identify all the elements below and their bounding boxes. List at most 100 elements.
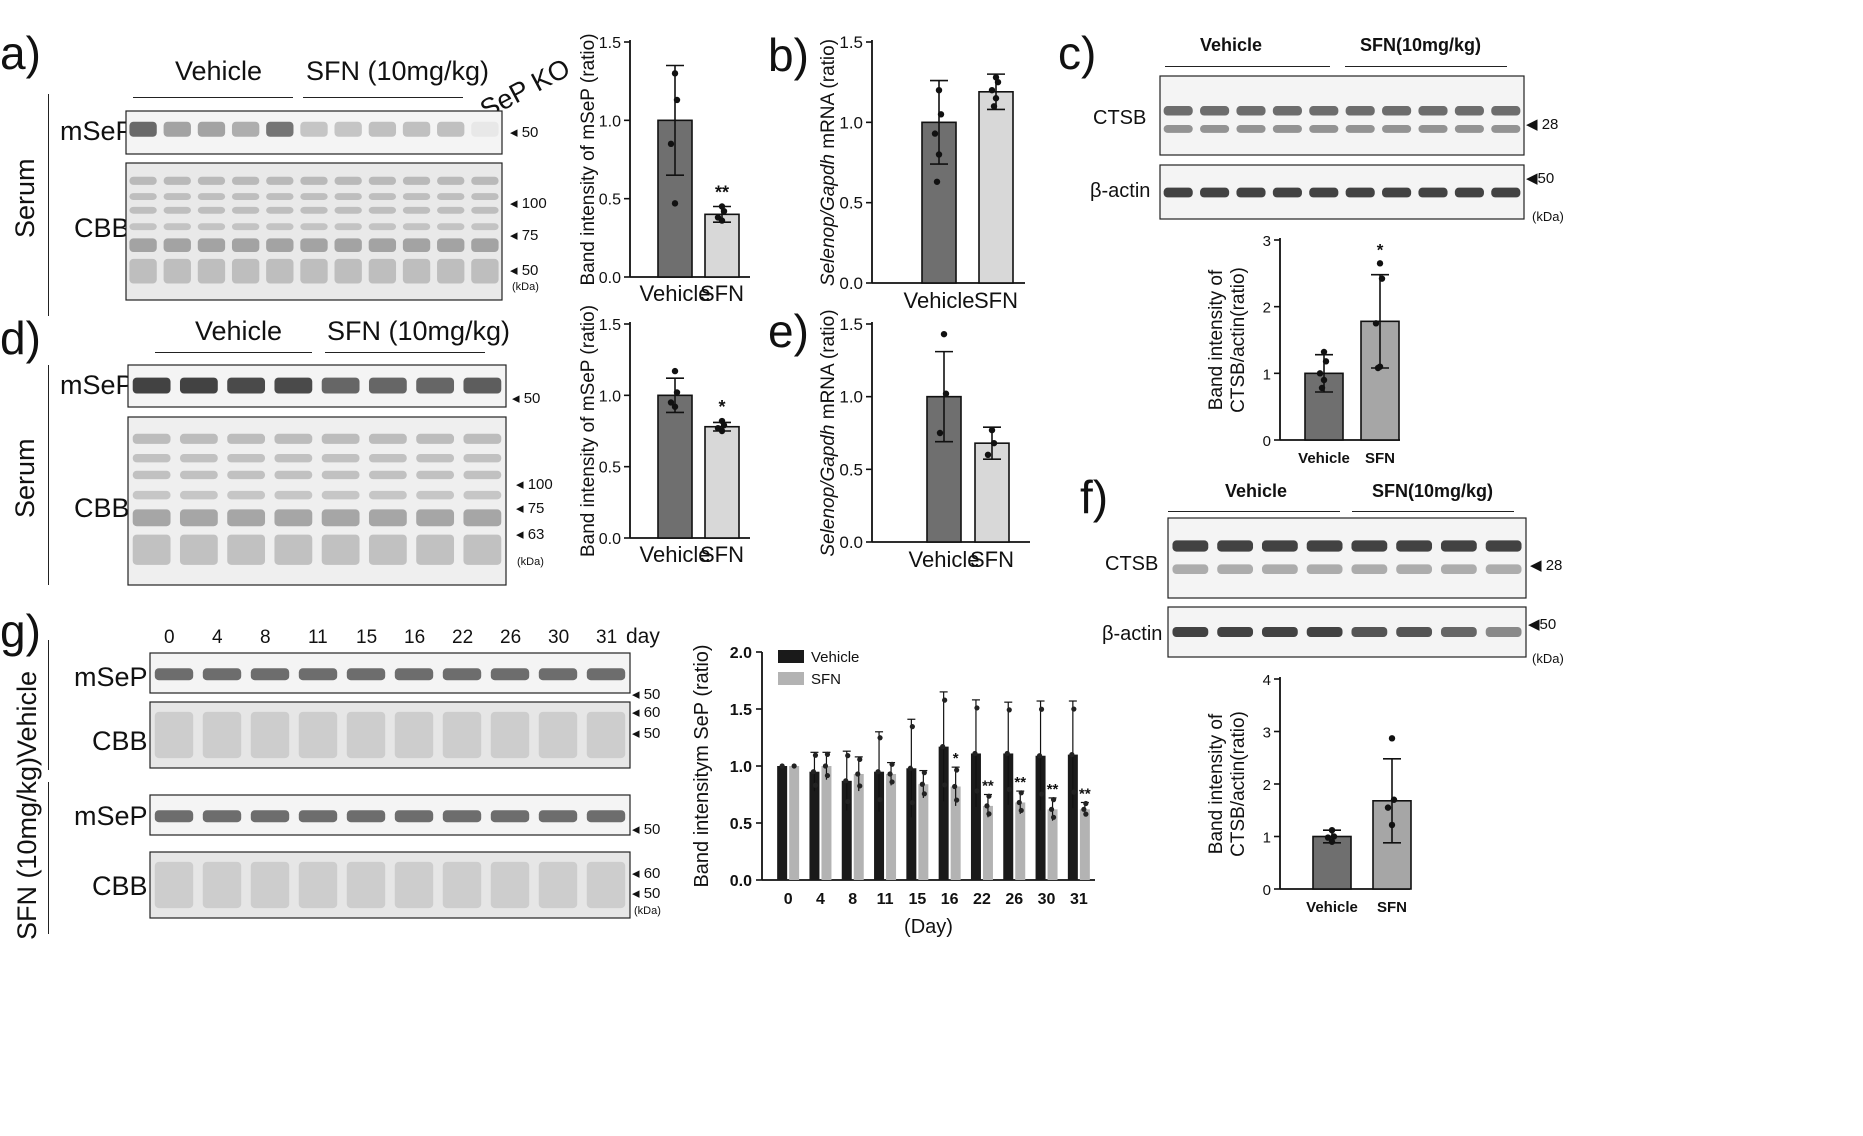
chart-g-y-label: Band intensitym SeP (ratio) — [691, 644, 713, 887]
blotD2-band-1-4 — [179, 509, 218, 527]
chart-b-ytick-label-1: 0.5 — [839, 194, 863, 213]
chart-f-ctsb-actin: 0 1 2 3 4 Band intensity ofCTSB/actin(ratio) V… — [1206, 672, 1412, 916]
chart-g-pt1-Vehicle-26 — [1006, 707, 1012, 713]
blotF2-band-2-0 — [1261, 627, 1298, 637]
chart-g-pt2-SFN-8 — [855, 771, 861, 777]
blotC1-band-8-1 — [1454, 124, 1484, 133]
chart-g-bar-Vehicle-16 — [938, 746, 949, 880]
blotA1-band-0-0 — [129, 121, 157, 137]
blotC1-band-9-1 — [1491, 124, 1521, 133]
chart-g-pt1-Vehicle-8 — [845, 753, 851, 759]
blotA2-band-1-1 — [163, 193, 191, 200]
blotF2-band-5-0 — [1396, 627, 1433, 637]
blotG1-band-7-0 — [490, 668, 530, 681]
blotD2-band-0-3 — [132, 490, 171, 500]
blotC1-band-2-0 — [1236, 106, 1266, 116]
chart-c-point-Vehicle-0 — [1320, 348, 1328, 356]
blotA2-band-9-2 — [437, 206, 465, 214]
chart-d-ytick-label-3: 1.5 — [599, 317, 621, 334]
blotD1-band-5-0 — [368, 377, 407, 394]
panel-g-vehicle-row-cbb: CBB — [92, 726, 148, 756]
blotA2-band-4-0 — [266, 176, 294, 185]
blotA2-band-1-4 — [163, 238, 191, 253]
blotG3-band-9-0 — [586, 810, 626, 823]
chart-g-bar-SFN-26 — [1015, 802, 1026, 880]
blotD2-band-6-5 — [416, 534, 455, 565]
blotG2-band-3-0 — [298, 711, 338, 759]
chart-e-xlabel-SFN: SFN — [970, 547, 1014, 572]
chart-b-point-Vehicle-2 — [931, 130, 939, 137]
blotA2-band-8-0 — [402, 176, 431, 185]
chart-d-xlabel-Vehicle: Vehicle — [640, 542, 711, 567]
chart-g-pt3-SFN-26 — [1018, 807, 1024, 814]
blotG3-band-0-0 — [154, 810, 194, 823]
panel-d-row-mseP: mSeP — [60, 370, 134, 400]
panel-d-marker-50-text: 50 — [523, 390, 541, 407]
blotF1-band-0-1 — [1172, 564, 1209, 574]
chart-a-point-SFN-3 — [718, 217, 726, 224]
blotG4-band-2-0 — [250, 861, 290, 909]
chart-g-pt3-SFN-8 — [857, 783, 863, 789]
blotD2-band-2-2 — [227, 470, 266, 480]
blotD1-band-4-0 — [321, 377, 360, 394]
blotA2-band-9-3 — [437, 223, 465, 231]
chart-g-pt3-SFN-15 — [921, 791, 927, 797]
blotC1-band-7-0 — [1418, 106, 1448, 116]
chart-d-ytick-label-1: 0.5 — [599, 460, 621, 477]
chart-e-ytick-label-2: 1.0 — [839, 388, 863, 407]
chart-g-bar-Vehicle-22 — [970, 753, 981, 880]
chart-g-pt3-Vehicle-11 — [877, 797, 883, 803]
chart-g-bar-SFN-30 — [1047, 809, 1058, 880]
blotA2-band-8-3 — [402, 223, 431, 231]
blotA2-band-3-3 — [231, 223, 260, 231]
panel-a-row-cbb: CBB — [74, 213, 130, 243]
chart-g-xtick-31: 31 — [1070, 891, 1088, 908]
chart-a-ytick-label-1: 0.5 — [599, 192, 621, 209]
blotA2-band-5-0 — [300, 176, 328, 185]
chart-g-bar-Vehicle-26 — [1003, 753, 1014, 880]
chart-f-ytick-label-1: 1 — [1263, 830, 1271, 847]
blotF1-band-6-0 — [1440, 540, 1477, 552]
chart-g-pt2-Vehicle-26 — [1004, 750, 1010, 757]
panel-f-vehicle-line — [1168, 511, 1340, 512]
panel-g-day-26: 26 — [500, 627, 522, 648]
panel-g-day-30: 30 — [548, 627, 570, 648]
chart-f-bar-Vehicle — [1312, 835, 1352, 890]
panel-g-sfn-label: SFN (10mg/kg) — [12, 756, 42, 940]
chart-f-y-label: Band intensity ofCTSB/actin(ratio) — [1206, 711, 1249, 857]
blotC1-band-9-0 — [1491, 106, 1521, 116]
chart-g-bar-Vehicle-8 — [841, 780, 852, 880]
panel-f-blot-ctsb — [1167, 517, 1527, 599]
blotA2-band-6-3 — [334, 223, 362, 231]
blotF1-band-0-0 — [1172, 540, 1209, 552]
blotD2-band-0-1 — [132, 453, 171, 463]
panel-f-sfn-line — [1352, 511, 1514, 512]
chart-c-point-Vehicle-4 — [1318, 384, 1326, 392]
chart-g-legend-Vehicle: Vehicle — [811, 649, 859, 666]
chart-g-pt2-Vehicle-8 — [843, 778, 849, 784]
chart-c-sig-SFN: * — [1377, 240, 1384, 259]
blotD2-band-7-1 — [463, 453, 502, 463]
blotA2-band-1-0 — [163, 176, 191, 185]
panel-d-blot-mseP — [127, 364, 507, 408]
chart-a-point-Vehicle-2 — [667, 140, 675, 148]
panel-f-label: f) — [1080, 471, 1109, 523]
panel-b-label: b) — [768, 29, 809, 81]
chart-b-y-label: Selenop/Gapdh mRNA (ratio) — [818, 39, 839, 286]
chart-g-pt3-Vehicle-15 — [909, 799, 915, 806]
chart-d-xlabel-SFN: SFN — [700, 542, 744, 567]
chart-b-point-SFN-1 — [994, 78, 1002, 86]
chart-d-y-label: Band intensity of mSeP (ratio) — [578, 305, 599, 557]
panel-g-vehicle-bracket — [48, 640, 49, 770]
chart-g-legend-swatch-Vehicle — [778, 650, 804, 663]
panel-a-marker-50-top-text: 50 — [521, 124, 539, 141]
chart-g-bar-SFN-8 — [853, 773, 864, 880]
chart-a-ytick-label-3: 1.5 — [599, 35, 621, 52]
blotA1-band-2-0 — [197, 121, 226, 137]
blotD2-band-7-0 — [463, 433, 502, 444]
chart-g-pt1-Vehicle-30 — [1038, 706, 1045, 712]
panel-f-marker-28-text: 28 — [1545, 557, 1563, 574]
chart-g-pt3-SFN-4 — [824, 772, 831, 779]
panel-f-marker-50: ◀50 — [1528, 616, 1557, 633]
